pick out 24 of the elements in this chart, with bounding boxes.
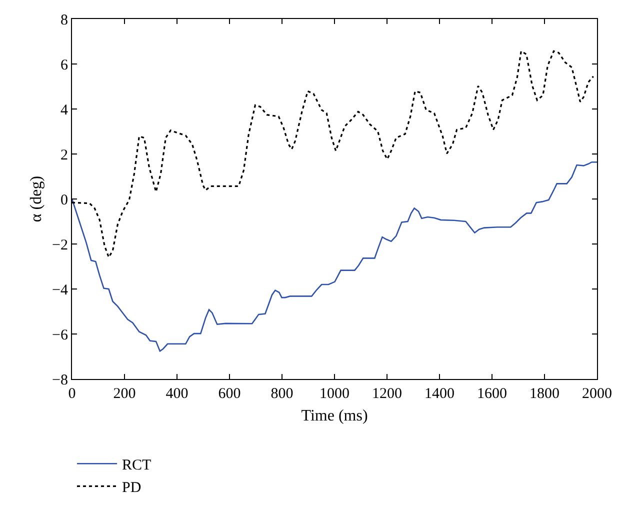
y-tick-label: 4 — [60, 102, 68, 118]
y-tick-label: −6 — [52, 327, 68, 344]
y-tick-label: 0 — [60, 192, 68, 208]
line-series — [72, 161, 597, 352]
x-tick-label: 1600 — [477, 386, 507, 402]
x-tick-label: 1800 — [530, 386, 560, 402]
x-tick-label: 400 — [166, 386, 188, 402]
y-tick-label: −2 — [52, 237, 68, 254]
x-tick-label: 600 — [218, 386, 241, 402]
legend-label: PD — [122, 480, 142, 496]
x-tick-label: 1400 — [424, 386, 454, 402]
y-tick-label: −8 — [52, 372, 68, 388]
x-tick-label: 1000 — [320, 386, 350, 402]
y-tick-label: 6 — [60, 57, 68, 74]
x-axis-title: Time (ms) — [301, 408, 368, 425]
y-axis-title: α (deg) — [28, 176, 45, 222]
y-tick-label: −4 — [52, 282, 68, 298]
x-tick-label: 200 — [113, 386, 136, 402]
x-tick-label: 800 — [270, 386, 294, 402]
y-tick-label: 8 — [60, 12, 68, 28]
x-tick-label: 2000 — [582, 386, 612, 402]
legend-label: RCT — [122, 458, 152, 474]
y-tick-label: 2 — [60, 147, 68, 164]
x-tick-label: 1200 — [372, 386, 402, 402]
